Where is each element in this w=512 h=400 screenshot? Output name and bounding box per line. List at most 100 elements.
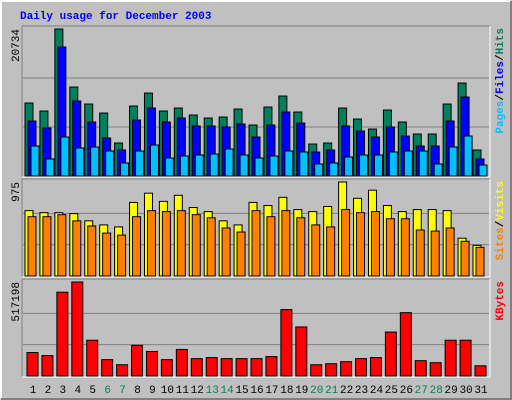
bar: [149, 144, 159, 177]
bar: [105, 150, 115, 177]
bar: [146, 210, 156, 277]
bar: [325, 363, 338, 377]
x-tick-label: 18: [280, 385, 293, 397]
x-tick-label: 16: [250, 385, 263, 397]
bar: [314, 163, 324, 177]
legend-separator: /: [495, 220, 507, 227]
x-tick-label: 22: [340, 385, 353, 397]
bar: [329, 162, 339, 177]
bar: [384, 331, 397, 377]
bar: [30, 145, 40, 177]
legend: Sites/Visits: [495, 181, 507, 260]
x-tick-label: 9: [149, 385, 156, 397]
bar: [179, 155, 189, 177]
legend-entry: Visits: [495, 181, 507, 221]
x-tick-label: 15: [235, 385, 248, 397]
legend-separator: /: [495, 94, 507, 101]
legend-separator: /: [495, 54, 507, 61]
bar: [265, 356, 278, 377]
bar: [206, 217, 216, 277]
x-tick-label: 6: [104, 385, 111, 397]
bar: [254, 157, 264, 177]
bar: [42, 216, 52, 277]
panel-border-light: [22, 279, 491, 378]
bar: [250, 358, 263, 377]
x-tick-label: 5: [89, 385, 96, 397]
bar: [463, 135, 473, 177]
panel-border-light: [22, 26, 491, 178]
legend-entry: Pages: [495, 101, 507, 134]
bar: [239, 154, 249, 177]
bar: [101, 359, 114, 377]
bar: [281, 210, 291, 277]
x-tick-label: 25: [385, 385, 398, 397]
bar: [373, 154, 383, 177]
bar: [120, 162, 130, 177]
bar: [205, 357, 218, 377]
legend: KBytes: [495, 281, 507, 321]
legend-entry: Sites: [495, 227, 507, 260]
bar: [90, 146, 100, 177]
x-tick-label: 14: [221, 385, 235, 397]
bar: [72, 220, 82, 277]
bar: [359, 154, 369, 177]
bar: [299, 151, 309, 177]
bar: [310, 364, 323, 377]
x-tick-label: 27: [415, 385, 428, 397]
bar: [132, 216, 142, 277]
bar: [296, 217, 306, 277]
x-tick-label: 2: [45, 385, 52, 397]
bar: [414, 360, 427, 377]
bar: [86, 339, 99, 377]
bar: [433, 163, 443, 177]
panel-border-dark: [21, 25, 490, 177]
bar: [430, 230, 440, 277]
bar: [75, 147, 85, 177]
legend-entry: KBytes: [495, 281, 507, 321]
bar: [251, 210, 261, 277]
bar: [161, 211, 171, 277]
x-tick-label: 10: [161, 385, 174, 397]
page-title: Daily usage for December 2003: [20, 11, 212, 23]
bar: [444, 339, 457, 377]
bar: [388, 151, 398, 177]
bar: [145, 350, 158, 377]
x-tick-label: 23: [355, 385, 368, 397]
bar: [399, 312, 412, 377]
bar: [280, 309, 293, 377]
bar: [102, 232, 112, 277]
x-tick-label: 31: [474, 385, 488, 397]
x-tick-label: 28: [430, 385, 443, 397]
x-tick-label: 17: [265, 385, 278, 397]
x-tick-label: 11: [176, 385, 190, 397]
bar: [474, 365, 487, 377]
bar: [236, 231, 246, 277]
bar: [459, 339, 472, 377]
bar: [478, 164, 488, 177]
bar: [448, 146, 458, 177]
y-max-label: 517198: [11, 282, 23, 322]
x-tick-label: 4: [74, 385, 81, 397]
bar: [220, 358, 233, 377]
panel-border-dark: [21, 278, 490, 377]
bar: [445, 227, 455, 277]
bar: [41, 355, 54, 377]
bar: [221, 227, 231, 277]
bar: [266, 216, 276, 277]
x-tick-label: 19: [295, 385, 308, 397]
bar: [415, 229, 425, 277]
x-tick-label: 13: [206, 385, 219, 397]
bar: [116, 364, 129, 377]
x-tick-label: 26: [400, 385, 413, 397]
bar: [45, 158, 55, 177]
x-tick-label: 1: [30, 385, 37, 397]
panel-border-dark: [21, 178, 490, 277]
bar: [269, 155, 279, 177]
bar: [385, 218, 395, 277]
bar: [26, 351, 39, 377]
bar: [370, 211, 380, 277]
bar: [295, 326, 308, 377]
bar: [131, 344, 144, 377]
